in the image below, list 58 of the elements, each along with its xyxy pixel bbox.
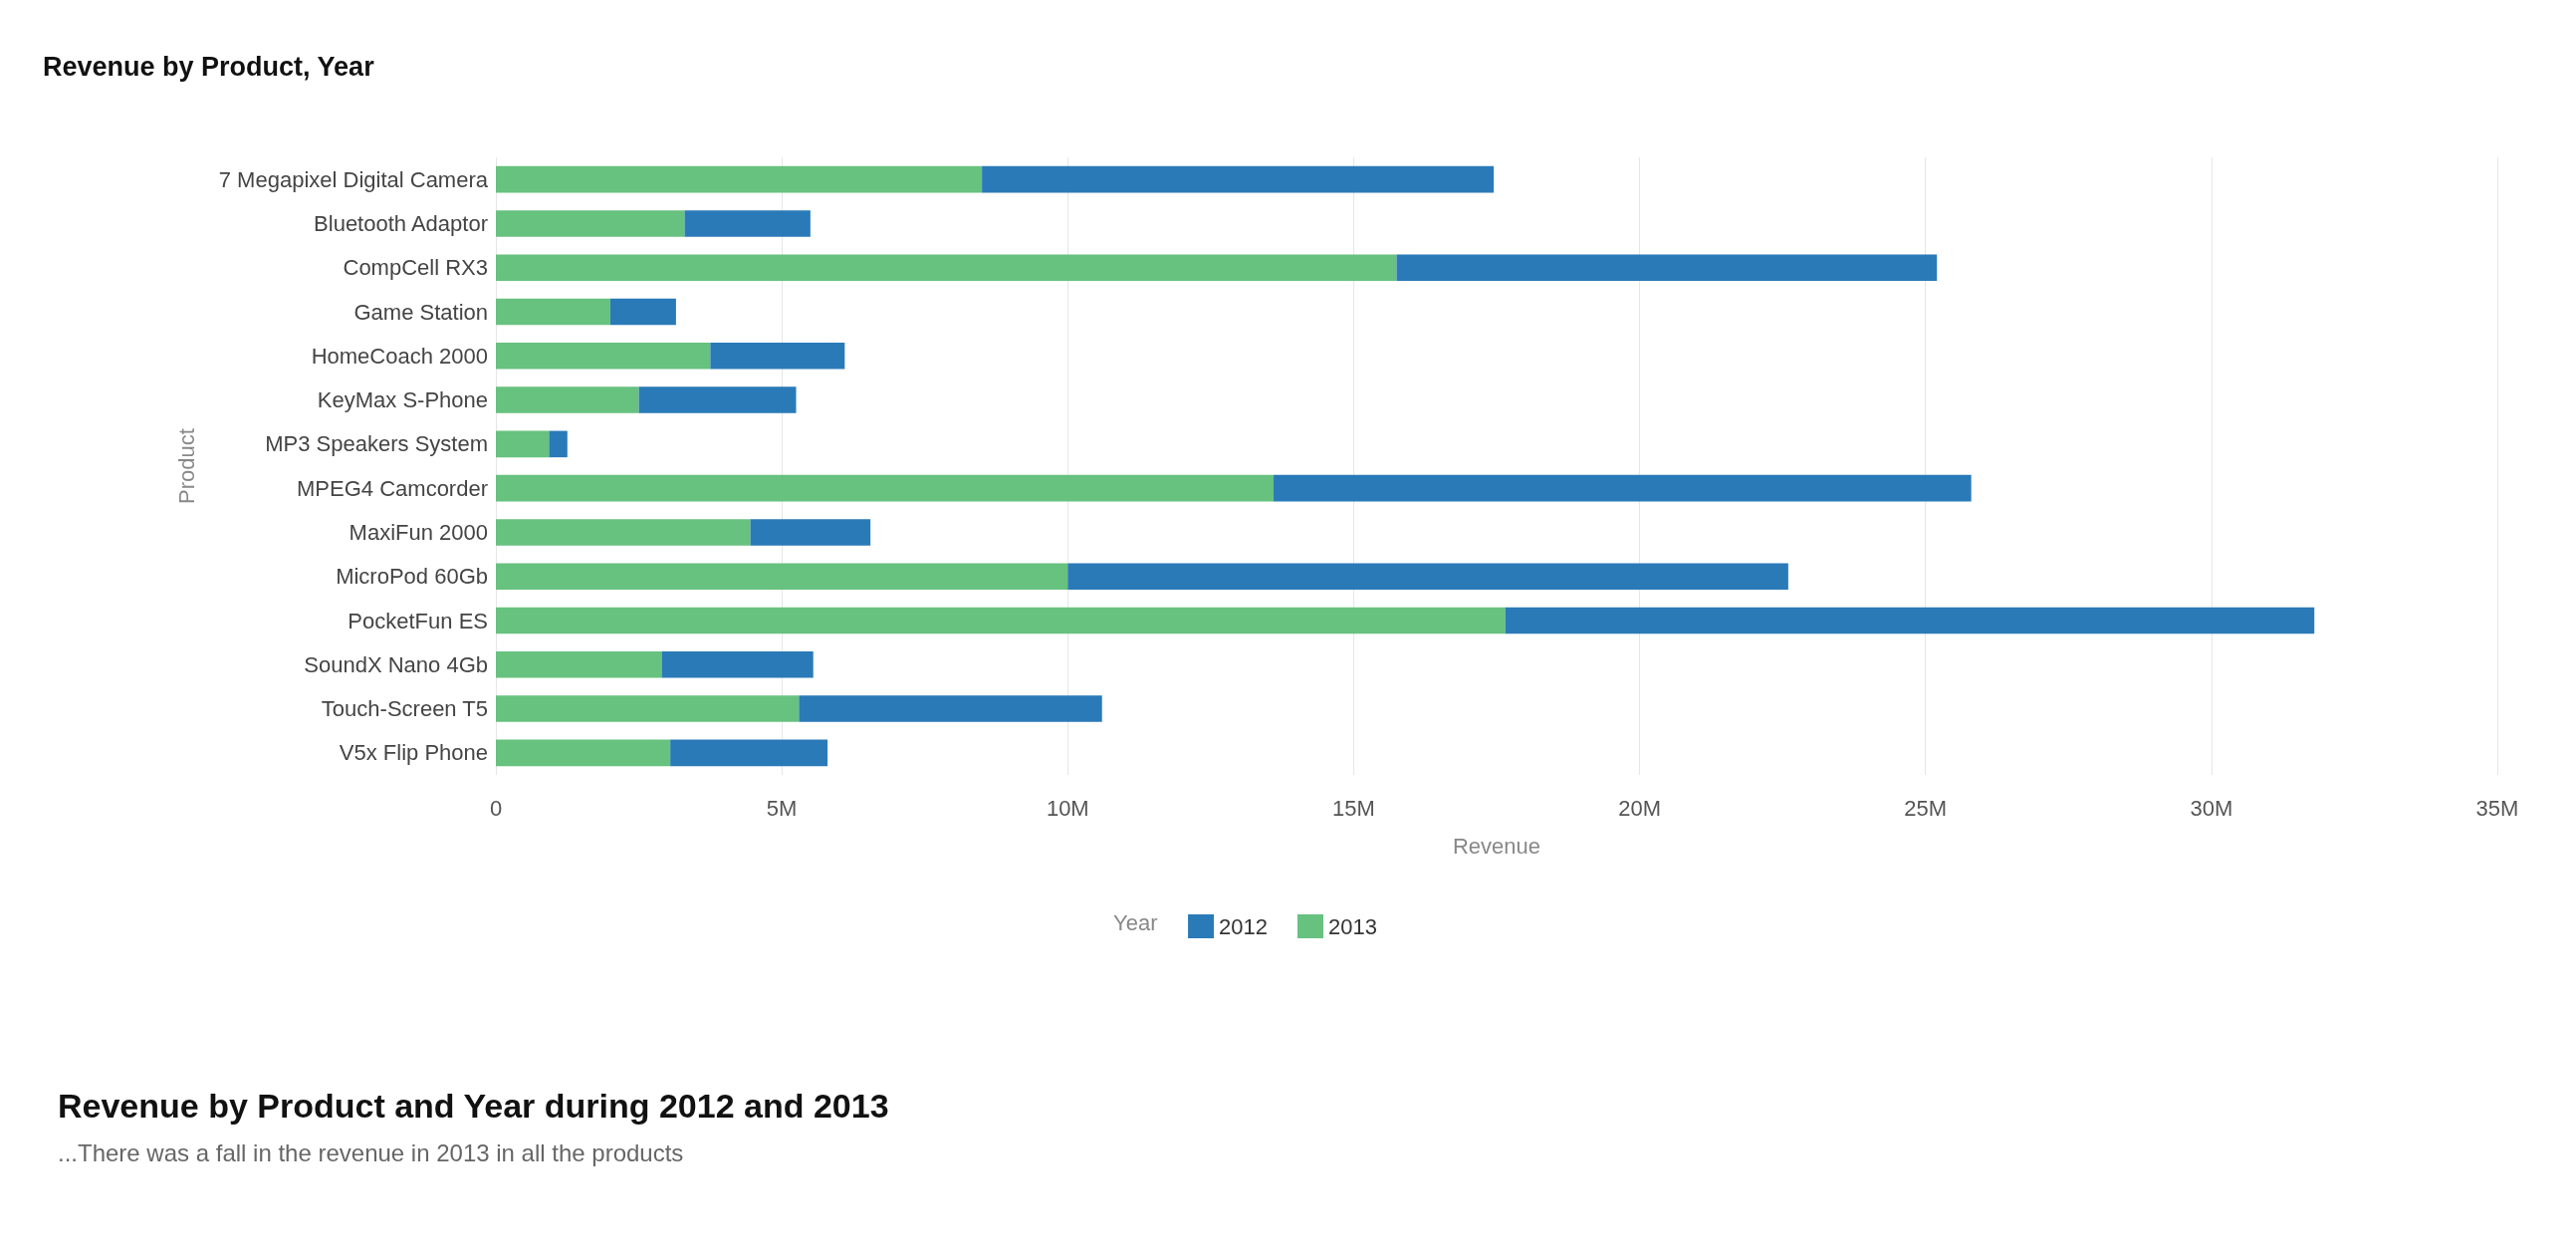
x-tick-label: 10M <box>1046 795 1089 821</box>
bar <box>496 430 550 458</box>
bar <box>1274 474 1972 502</box>
bar <box>496 254 1397 281</box>
bar <box>496 695 800 722</box>
bar <box>638 386 797 413</box>
bar <box>982 165 1495 193</box>
legend-title: Year <box>1113 909 1158 935</box>
text: ...There was a fall in the revenue in 2013 in all the products <box>58 1138 684 1166</box>
bar <box>496 210 685 237</box>
bar <box>496 739 671 767</box>
bar <box>549 430 568 458</box>
y-tick-label: 7 Megapixel Digital Camera <box>218 166 489 192</box>
bar <box>496 386 639 413</box>
bar <box>496 165 983 193</box>
y-tick-label: Bluetooth Adaptor <box>314 210 488 236</box>
bar <box>1505 607 2315 634</box>
y-tick-label: Touch-Screen T5 <box>321 696 488 722</box>
y-axis-title: Product <box>173 428 199 504</box>
bar <box>1396 254 1938 281</box>
bar <box>496 474 1275 502</box>
y-tick-label: Game Station <box>353 299 488 325</box>
y-tick-label: PocketFun ES <box>348 608 488 633</box>
bar <box>710 343 845 370</box>
x-tick-label: 15M <box>1332 795 1375 821</box>
y-tick-label: V5x Flip Phone <box>339 740 488 766</box>
bar <box>496 651 662 678</box>
text: Revenue by Product and Year during 2012 and 2013 <box>58 1087 889 1125</box>
bar <box>496 519 751 546</box>
y-tick-label: CompCell RX3 <box>343 255 488 281</box>
y-tick-label: MicroPod 60Gb <box>336 564 488 590</box>
y-tick-label: SoundX Nano 4Gb <box>304 651 488 677</box>
y-tick-label: KeyMax S-Phone <box>317 387 488 413</box>
bar <box>670 739 828 767</box>
bar <box>684 210 811 237</box>
legend-label: 2013 <box>1328 913 1377 939</box>
bar <box>496 563 1068 590</box>
bar <box>496 607 1506 634</box>
legend-label: 2012 <box>1219 913 1269 939</box>
bar <box>609 298 676 326</box>
x-tick-label: 30M <box>2190 795 2233 821</box>
x-tick-label: 20M <box>1618 795 1661 821</box>
x-tick-label: 0 <box>489 795 503 821</box>
y-tick-label: MPEG4 Camcorder <box>297 475 488 501</box>
bar <box>496 343 711 370</box>
bar <box>1067 563 1788 590</box>
bar <box>496 298 610 326</box>
x-tick-label: 5M <box>766 795 798 821</box>
y-tick-label: HomeCoach 2000 <box>311 343 488 369</box>
x-axis-title: Revenue <box>1452 833 1541 859</box>
bar <box>799 695 1102 722</box>
x-tick-label: 35M <box>2475 795 2519 821</box>
y-tick-label: MP3 Speakers System <box>265 431 488 457</box>
text: Revenue by Product, Year <box>43 51 375 82</box>
bar <box>661 651 814 678</box>
bar <box>750 519 871 546</box>
x-tick-label: 25M <box>1904 795 1948 821</box>
y-tick-label: MaxiFun 2000 <box>349 519 488 545</box>
